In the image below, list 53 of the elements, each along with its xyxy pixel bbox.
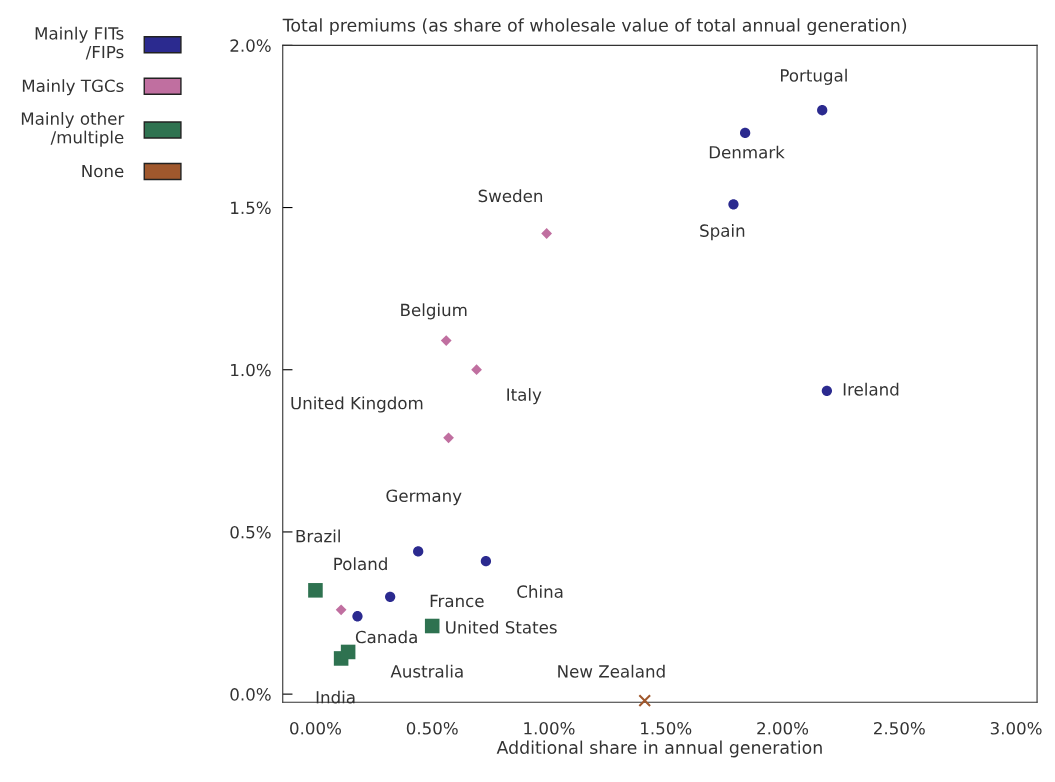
point: [471, 364, 482, 376]
point: [817, 105, 828, 116]
x-tick-label: 2.50%: [874, 721, 925, 735]
point: [385, 591, 396, 602]
point: [440, 335, 452, 346]
annotation: United States: [446, 620, 557, 634]
annotation: New Zealand: [558, 664, 665, 678]
legend-label: Mainly FITs /FIPs: [35, 26, 124, 60]
legend-label: Mainly TGCs: [22, 79, 124, 96]
point: [424, 618, 440, 634]
annotation: Germany: [386, 489, 462, 506]
annotation: Ireland: [843, 382, 899, 396]
point: [413, 546, 424, 557]
legend-label: None: [82, 164, 124, 178]
y-tick-label: 0.0%: [230, 688, 271, 701]
annotation: United Kingdom: [291, 396, 423, 413]
x-tick-label: 0.00%: [290, 721, 341, 735]
x-axis-title: Additional share in annual generation: [496, 740, 822, 758]
point: [821, 385, 833, 396]
annotation: India: [316, 690, 355, 704]
annotation: Spain: [700, 224, 745, 241]
annotation: Poland: [334, 557, 387, 571]
annotation: Sweden: [478, 189, 543, 203]
annotation: Brazil: [296, 529, 340, 543]
point: [443, 432, 454, 444]
y-tick-label: 1.0%: [231, 363, 271, 377]
point: [480, 555, 492, 567]
y-tick-label: 2.0%: [230, 39, 271, 52]
annotation: France: [430, 594, 484, 608]
y-tick-label: 1.5%: [231, 201, 271, 215]
legend-label: Mainly other /multiple: [21, 111, 125, 147]
point: [335, 604, 347, 616]
x-tick-label: 3.00%: [990, 721, 1042, 735]
x-tick-label: 0.50%: [406, 721, 458, 735]
annotation: Denmark: [709, 145, 785, 159]
annotation: China: [517, 585, 563, 598]
x-tick-label: 1.50%: [641, 721, 692, 735]
point: [728, 199, 739, 210]
x-tick-label: 2.00%: [757, 721, 809, 735]
point: [308, 583, 323, 598]
annotation: Belgium: [401, 303, 467, 320]
annotation: Australia: [390, 664, 463, 678]
point: [541, 228, 553, 239]
point: [352, 611, 363, 622]
x-tick-label: 1.00%: [524, 721, 575, 735]
annotation: Canada: [355, 630, 417, 644]
y-tick-label: 0.5%: [230, 525, 271, 539]
annotation: Italy: [507, 388, 542, 405]
chart-title: Total premiums (as share of wholesale value of total annual generation): [282, 18, 907, 36]
annotation: Portugal: [781, 68, 847, 85]
point: [340, 644, 356, 660]
point: [739, 127, 751, 139]
point: [638, 694, 652, 708]
